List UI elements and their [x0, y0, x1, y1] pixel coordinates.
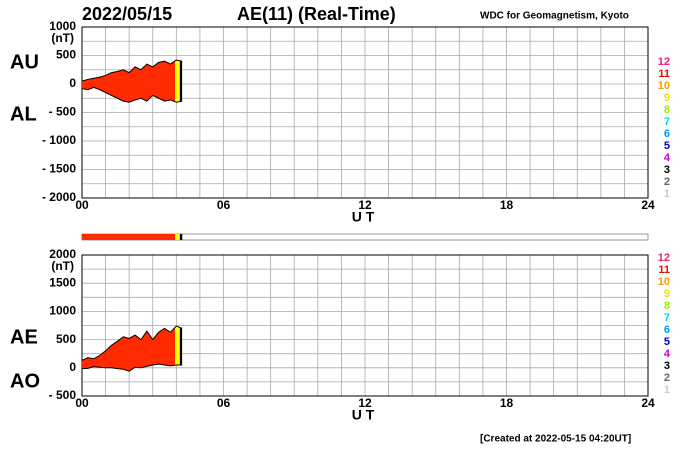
status-segment	[175, 234, 180, 240]
y-tick-label: 2000	[49, 247, 76, 261]
x-tick-label: 18	[500, 396, 514, 410]
series-label: AL	[10, 103, 37, 125]
area-fill	[82, 60, 176, 103]
y-tick-label: - 1500	[42, 162, 76, 176]
y-tick-label: 1500	[49, 275, 76, 289]
plot-frame	[81, 26, 649, 199]
series-label: AU	[10, 51, 39, 73]
station-legend: 6	[664, 324, 670, 336]
station-legend: 1	[664, 384, 670, 396]
footer: [Created at 2022-05-15 04:20UT]	[480, 434, 631, 445]
station-legend: 10	[658, 276, 670, 288]
area-fill	[179, 60, 183, 102]
station-legend: 12	[658, 56, 670, 68]
x-tick-label: 00	[75, 198, 89, 212]
status-segment	[82, 234, 176, 240]
station-legend: 11	[658, 68, 670, 80]
station-legend: 7	[664, 116, 670, 128]
station-legend: 7	[664, 312, 670, 324]
station-legend: 3	[664, 164, 670, 176]
x-axis-label: U T	[352, 209, 375, 225]
series-label: AE	[10, 326, 38, 348]
area-fill	[179, 327, 183, 365]
station-legend: 1	[664, 188, 670, 200]
y-tick-label: - 500	[49, 105, 77, 119]
area-fill	[175, 60, 180, 103]
station-legend: 6	[664, 128, 670, 140]
y-tick-label: 0	[69, 360, 76, 374]
area-fill	[175, 326, 180, 366]
series-label: AO	[10, 370, 40, 392]
unit-label: (nT)	[51, 31, 74, 45]
station-legend: 12	[658, 252, 670, 264]
area-fill	[82, 327, 176, 372]
station-legend: 2	[664, 372, 670, 384]
y-tick-label: 1000	[49, 19, 76, 33]
y-tick-label: 0	[69, 76, 76, 90]
source: WDC for Geomagnetism, Kyoto	[480, 11, 629, 22]
x-tick-label: 24	[641, 396, 655, 410]
station-legend: 5	[664, 336, 670, 348]
y-tick-label: - 1000	[42, 133, 76, 147]
station-legend: 9	[664, 92, 670, 104]
station-legend: 8	[664, 300, 670, 312]
station-legend: 8	[664, 104, 670, 116]
y-tick-label: - 500	[49, 388, 77, 402]
date: 2022/05/15	[82, 4, 172, 24]
series-line	[81, 86, 183, 103]
x-tick-label: 18	[500, 198, 514, 212]
series-line	[81, 59, 183, 82]
station-legend: 2	[664, 176, 670, 188]
x-tick-label: 12	[358, 396, 372, 410]
x-tick-label: 12	[358, 198, 372, 212]
station-legend: 5	[664, 140, 670, 152]
y-tick-label: 1000	[49, 304, 76, 318]
station-legend: 11	[658, 264, 670, 276]
x-tick-label: 24	[641, 198, 655, 212]
y-tick-label: 500	[56, 332, 76, 346]
station-legend: 3	[664, 360, 670, 372]
x-tick-label: 06	[217, 396, 231, 410]
unit-label: (nT)	[51, 259, 74, 273]
y-tick-label: 500	[56, 48, 76, 62]
x-tick-label: 00	[75, 396, 89, 410]
station-legend: 4	[664, 152, 671, 164]
plot-frame	[81, 254, 649, 397]
station-legend: 10	[658, 80, 670, 92]
station-legend: 9	[664, 288, 670, 300]
x-tick-label: 06	[217, 198, 231, 212]
y-tick-label: - 2000	[42, 190, 76, 204]
status-segment	[179, 234, 183, 240]
x-axis-label: U T	[352, 407, 375, 423]
station-legend: 4	[664, 348, 671, 360]
title: AE(11) (Real-Time)	[237, 4, 396, 24]
series-line	[81, 363, 183, 372]
series-line	[81, 325, 183, 361]
